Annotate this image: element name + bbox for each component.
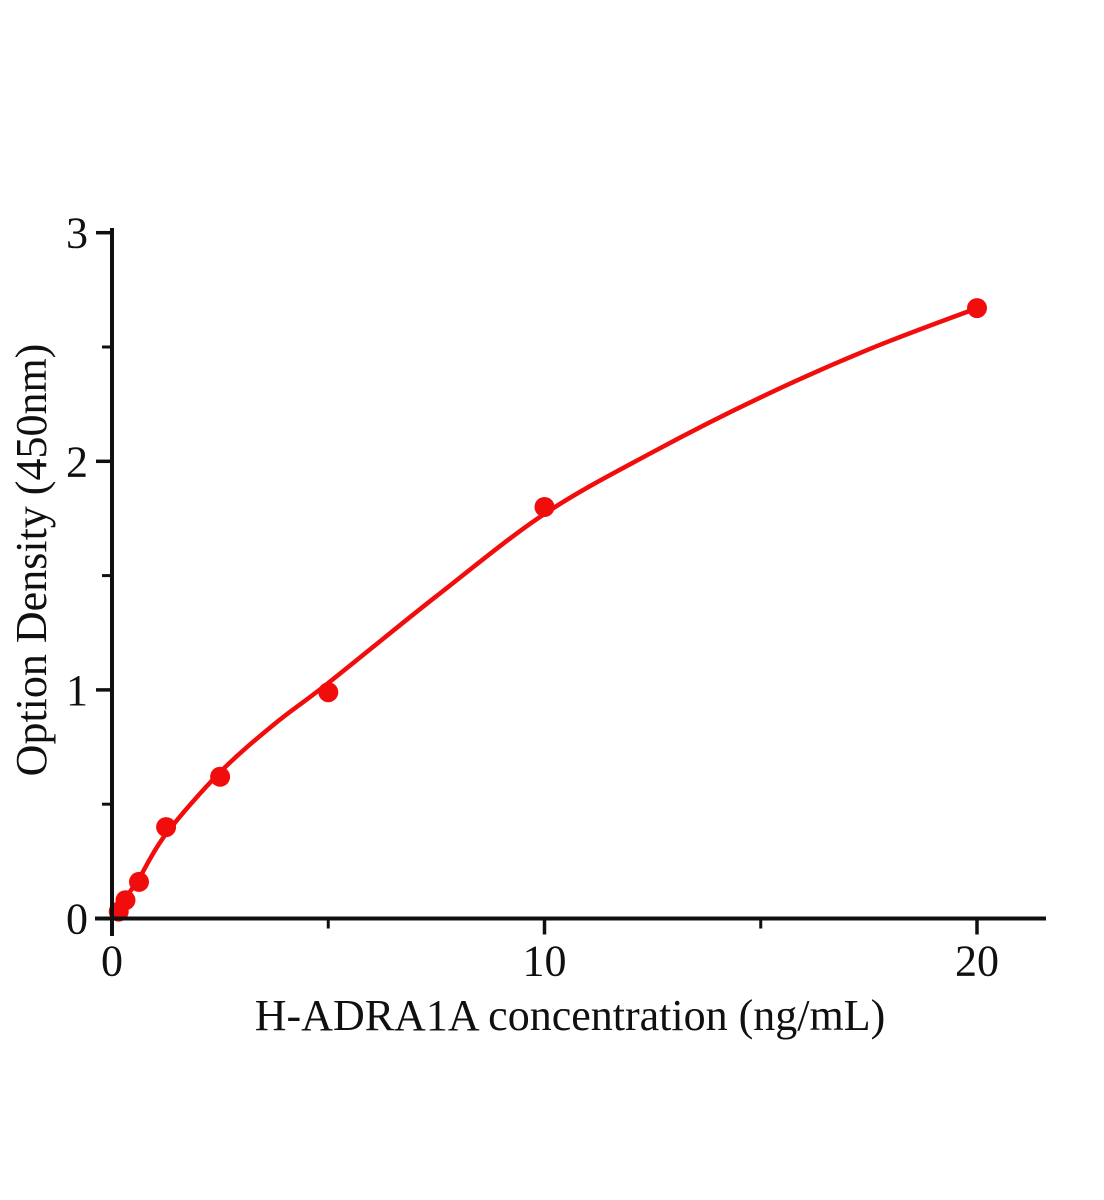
x-tick-label: 0 [101, 937, 123, 986]
y-tick-label: 3 [66, 209, 88, 258]
x-axis-title: H-ADRA1A concentration (ng/mL) [255, 991, 886, 1040]
data-point [967, 298, 987, 319]
y-tick-label: 1 [66, 666, 88, 715]
data-point [318, 682, 339, 703]
data-point [129, 871, 149, 892]
data-point [210, 766, 231, 787]
series-layer [108, 298, 987, 922]
y-tick-label: 0 [66, 895, 88, 944]
data-point [534, 497, 555, 517]
x-tick-label: 20 [955, 937, 999, 986]
tick-label-layer: 0 10 20 0 1 2 3 [66, 209, 999, 986]
x-tick-label: 10 [523, 937, 567, 986]
standard-curve-line [109, 305, 980, 921]
y-axis-title: Option Density (450nm) [7, 344, 56, 777]
y-tick-label: 2 [66, 437, 88, 486]
data-point [156, 817, 177, 838]
data-point [115, 890, 136, 911]
axes-layer [95, 228, 1046, 936]
